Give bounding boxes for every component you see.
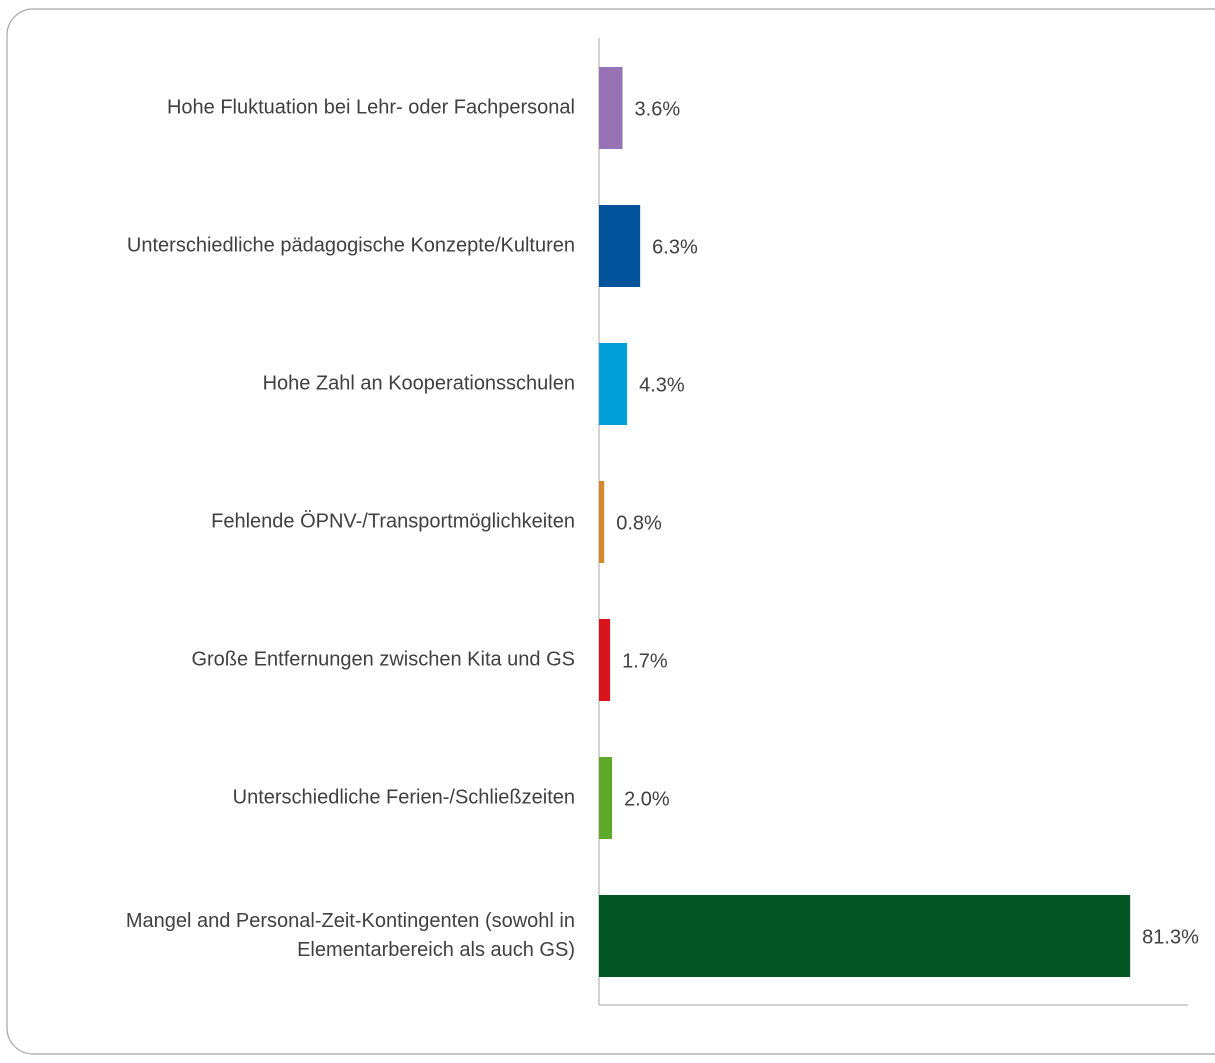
data-label: 0.8% [616, 512, 662, 534]
category-label: Mangel and Personal-Zeit-Kontingenten (s… [125, 910, 575, 961]
bar [599, 895, 1131, 977]
chart-border [6, 8, 1215, 1055]
category-label: Große Entfernungen zwischen Kita und GS [191, 648, 575, 671]
category-label: Unterschiedliche Ferien-/Schließzeiten [232, 786, 575, 809]
data-label: 1.7% [622, 650, 668, 672]
bar [599, 67, 623, 149]
category-label: Hohe Zahl an Kooperationsschulen [262, 372, 575, 395]
category-label: Fehlende ÖPNV-/Transportmöglichkeiten [211, 510, 575, 533]
bar [599, 343, 628, 425]
data-label: 2.0% [624, 788, 670, 810]
bar [599, 757, 613, 839]
category-label: Hohe Fluktuation bei Lehr- oder Fachpers… [166, 96, 575, 119]
bar [599, 619, 611, 701]
data-label: 6.3% [652, 236, 698, 258]
bar [599, 481, 605, 563]
data-label: 4.3% [639, 374, 685, 396]
data-label: 81.3% [1142, 926, 1199, 948]
bar [599, 205, 641, 287]
category-label: Unterschiedliche pädagogische Konzepte/K… [126, 234, 575, 257]
data-label: 3.6% [635, 98, 681, 120]
